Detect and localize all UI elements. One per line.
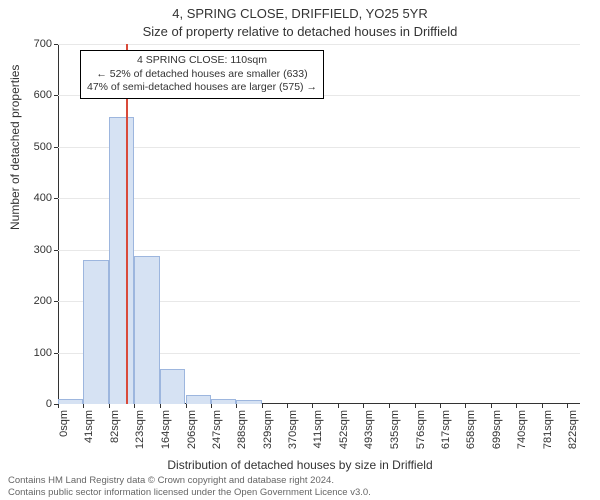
y-tick-label: 700 <box>34 38 52 50</box>
y-tick-mark <box>54 147 58 148</box>
y-tick-mark <box>54 301 58 302</box>
annotation-callout: 4 SPRING CLOSE: 110sqm← 52% of detached … <box>80 50 324 99</box>
x-tick-label: 493sqm <box>363 410 375 449</box>
x-tick-label: 329sqm <box>262 410 274 449</box>
x-tick-mark <box>287 404 288 408</box>
x-tick-label: 206sqm <box>186 410 198 449</box>
x-tick-label: 781sqm <box>542 410 554 449</box>
x-tick-label: 0sqm <box>58 410 70 437</box>
x-tick-mark <box>262 404 263 408</box>
histogram-bar <box>160 369 185 404</box>
gridline <box>58 147 580 149</box>
y-tick-mark <box>54 44 58 45</box>
x-tick-label: 535sqm <box>389 410 401 449</box>
y-tick-label: 300 <box>34 244 52 256</box>
y-tick-label: 400 <box>34 192 52 204</box>
gridline <box>58 198 580 200</box>
x-tick-label: 411sqm <box>312 410 324 448</box>
footer-line-1: Contains HM Land Registry data © Crown c… <box>8 475 592 486</box>
annotation-line: ← 52% of detached houses are smaller (63… <box>87 68 317 82</box>
x-tick-label: 576sqm <box>415 410 427 449</box>
x-tick-label: 288sqm <box>236 410 248 449</box>
x-tick-mark <box>109 404 110 408</box>
y-tick-label: 100 <box>34 347 52 359</box>
y-axis-label: Number of detached properties <box>8 65 22 230</box>
x-tick-mark <box>186 404 187 408</box>
y-tick-mark <box>54 198 58 199</box>
y-tick-mark <box>54 250 58 251</box>
x-tick-label: 822sqm <box>567 410 579 449</box>
x-tick-mark <box>516 404 517 408</box>
x-tick-mark <box>312 404 313 408</box>
x-tick-mark <box>160 404 161 408</box>
x-tick-mark <box>363 404 364 408</box>
x-tick-label: 699sqm <box>491 410 503 449</box>
x-tick-label: 247sqm <box>211 410 223 449</box>
histogram-bar <box>134 256 159 404</box>
x-tick-mark <box>542 404 543 408</box>
histogram-bar <box>236 400 261 404</box>
chart-title-main: 4, SPRING CLOSE, DRIFFIELD, YO25 5YR <box>0 6 600 21</box>
y-tick-label: 600 <box>34 89 52 101</box>
gridline <box>58 250 580 252</box>
plot-area: 01002003004005006007000sqm41sqm82sqm123s… <box>58 44 580 404</box>
x-tick-mark <box>465 404 466 408</box>
histogram-bar <box>186 395 211 404</box>
histogram-bar <box>58 399 83 404</box>
x-tick-mark <box>567 404 568 408</box>
x-tick-label: 123sqm <box>134 410 146 449</box>
chart-title-sub: Size of property relative to detached ho… <box>0 24 600 39</box>
x-tick-mark <box>389 404 390 408</box>
y-tick-label: 200 <box>34 295 52 307</box>
histogram-bar <box>211 399 236 404</box>
footer-attribution: Contains HM Land Registry data © Crown c… <box>8 475 592 498</box>
x-tick-mark <box>58 404 59 408</box>
y-tick-mark <box>54 95 58 96</box>
histogram-bar <box>109 117 134 404</box>
annotation-line: 4 SPRING CLOSE: 110sqm <box>87 54 317 68</box>
x-tick-mark <box>338 404 339 408</box>
y-axis-line <box>58 44 59 404</box>
x-tick-label: 82sqm <box>109 410 121 443</box>
y-tick-mark <box>54 353 58 354</box>
histogram-bar <box>83 260 108 404</box>
y-tick-label: 500 <box>34 141 52 153</box>
annotation-line: 47% of semi-detached houses are larger (… <box>87 81 317 95</box>
x-tick-label: 658sqm <box>465 410 477 449</box>
x-tick-mark <box>491 404 492 408</box>
x-tick-label: 740sqm <box>516 410 528 449</box>
x-axis-label: Distribution of detached houses by size … <box>0 458 600 472</box>
x-tick-mark <box>236 404 237 408</box>
x-tick-label: 164sqm <box>160 410 172 449</box>
plot-inner: 01002003004005006007000sqm41sqm82sqm123s… <box>58 44 580 404</box>
x-tick-label: 617sqm <box>440 410 452 449</box>
gridline <box>58 44 580 46</box>
x-tick-mark <box>211 404 212 408</box>
x-tick-mark <box>440 404 441 408</box>
footer-line-2: Contains public sector information licen… <box>8 487 592 498</box>
chart-container: 4, SPRING CLOSE, DRIFFIELD, YO25 5YR Siz… <box>0 0 600 500</box>
x-tick-mark <box>134 404 135 408</box>
y-tick-label: 0 <box>46 398 52 410</box>
x-tick-label: 452sqm <box>338 410 350 449</box>
x-tick-label: 41sqm <box>83 410 95 443</box>
x-tick-mark <box>415 404 416 408</box>
x-tick-mark <box>83 404 84 408</box>
x-tick-label: 370sqm <box>287 410 299 449</box>
